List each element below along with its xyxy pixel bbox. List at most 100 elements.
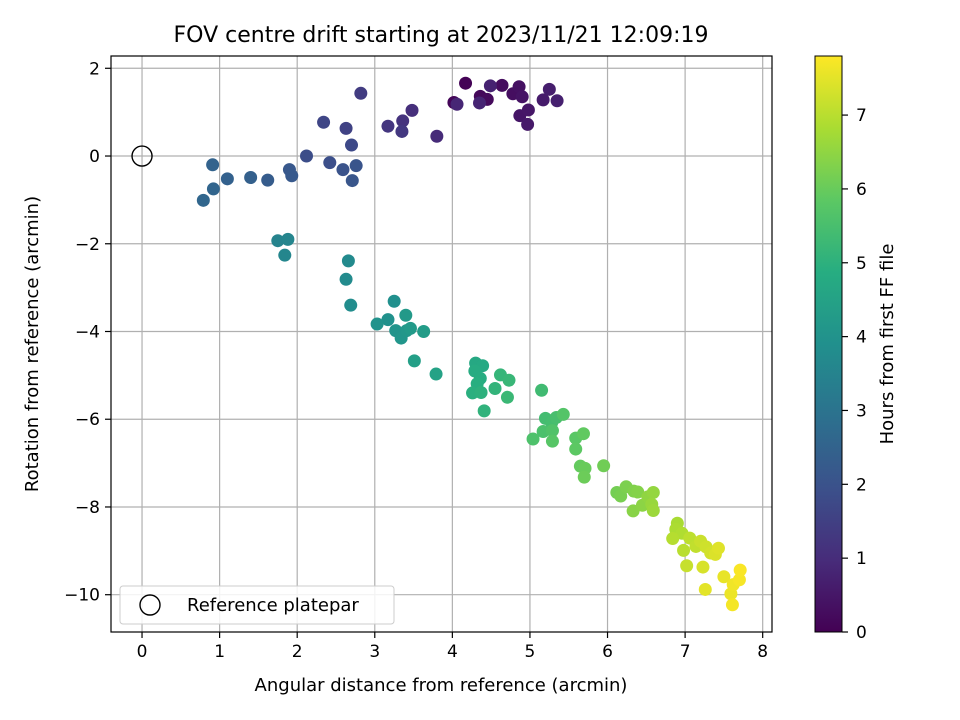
- data-point: [381, 313, 395, 327]
- data-point: [317, 115, 331, 129]
- legend-reference-marker: [139, 594, 161, 616]
- grid: [111, 56, 772, 632]
- x-tick-label: 3: [369, 642, 380, 662]
- data-point: [341, 254, 355, 268]
- data-point: [344, 298, 358, 312]
- x-tick-label: 0: [137, 642, 148, 662]
- x-tick-label: 2: [292, 642, 303, 662]
- data-point: [477, 404, 491, 418]
- data-point: [450, 97, 464, 111]
- legend-reference-label: Reference platepar: [187, 595, 359, 616]
- data-point: [244, 171, 258, 185]
- data-point: [403, 321, 417, 335]
- y-tick-label: −2: [75, 235, 100, 255]
- data-point: [732, 573, 746, 587]
- y-tick-label: −6: [75, 410, 100, 430]
- x-tick-label: 8: [757, 642, 768, 662]
- data-point: [281, 232, 295, 246]
- colorbar-ticks: 0 1 2 3 4 5 6 7: [842, 106, 867, 643]
- data-point: [545, 424, 559, 438]
- data-point: [550, 94, 564, 108]
- colorbar-tick-label: 7: [856, 106, 867, 126]
- data-point: [405, 103, 419, 117]
- data-points: [131, 76, 747, 612]
- plot-frame: [110, 55, 773, 633]
- data-point: [300, 149, 314, 163]
- y-tick-label: −4: [75, 322, 100, 342]
- legend-box: [119, 585, 395, 625]
- axis-ticks: 0 1 2 3 4 5 6 7 8 2 0 −2 −4 −6 −8 −10: [64, 59, 768, 662]
- data-point: [646, 485, 660, 499]
- data-point: [407, 354, 421, 368]
- colorbar-tick-label: 4: [856, 328, 867, 348]
- data-point: [381, 119, 395, 133]
- data-point: [535, 383, 549, 397]
- x-tick-label: 1: [214, 642, 225, 662]
- data-point: [278, 248, 292, 262]
- reference-marker: [131, 145, 153, 167]
- data-point: [597, 459, 611, 473]
- x-axis-title: Angular distance from reference (arcmin): [255, 675, 628, 696]
- data-point: [556, 407, 570, 421]
- data-point: [717, 570, 731, 584]
- data-point: [512, 80, 526, 94]
- data-point: [271, 234, 285, 248]
- data-point: [526, 432, 540, 446]
- data-point: [345, 138, 359, 152]
- y-tick-label: 0: [89, 147, 100, 167]
- colorbar-tick-label: 0: [856, 623, 867, 643]
- data-point: [339, 121, 353, 135]
- colorbar-gradient: [814, 55, 843, 633]
- data-point: [733, 563, 747, 577]
- data-point: [626, 504, 640, 518]
- colorbar-tick-label: 6: [856, 180, 867, 200]
- data-point: [387, 294, 401, 308]
- data-point: [536, 93, 550, 107]
- x-tick-label: 4: [447, 642, 458, 662]
- data-point: [576, 427, 590, 441]
- colorbar-tick-label: 3: [856, 401, 867, 421]
- data-point: [323, 156, 337, 170]
- data-point: [495, 78, 509, 92]
- data-point: [502, 373, 516, 387]
- data-point: [206, 182, 220, 196]
- data-point: [473, 96, 487, 110]
- data-point: [345, 174, 359, 188]
- data-point: [396, 114, 410, 128]
- x-tick-label: 5: [525, 642, 536, 662]
- data-point: [536, 425, 550, 439]
- data-point: [285, 169, 299, 183]
- data-point: [500, 390, 514, 404]
- y-tick-label: −8: [75, 498, 100, 518]
- data-point: [354, 86, 368, 100]
- data-point: [569, 442, 583, 456]
- data-point: [349, 159, 363, 173]
- data-point: [417, 324, 431, 338]
- data-point: [488, 382, 502, 396]
- data-point: [542, 82, 556, 96]
- colorbar-tick-label: 1: [856, 549, 867, 569]
- x-tick-label: 6: [602, 642, 613, 662]
- data-point: [577, 470, 591, 484]
- data-point: [677, 543, 691, 557]
- data-point: [261, 173, 275, 187]
- data-point: [696, 560, 710, 574]
- data-point: [698, 582, 712, 596]
- data-point: [220, 172, 234, 186]
- data-point: [680, 559, 694, 573]
- y-tick-label: 2: [89, 59, 100, 79]
- colorbar-tick-label: 2: [856, 475, 867, 495]
- data-point: [521, 117, 535, 131]
- data-point: [646, 503, 660, 517]
- data-point: [429, 367, 443, 381]
- data-point: [545, 434, 559, 448]
- data-point: [370, 317, 384, 331]
- x-tick-label: 7: [680, 642, 691, 662]
- data-point: [515, 90, 529, 104]
- data-point: [711, 541, 725, 555]
- chart-title: FOV centre drift starting at 2023/11/21 …: [174, 23, 709, 48]
- colorbar-title: Hours from first FF file: [877, 244, 898, 445]
- data-point: [483, 79, 497, 93]
- data-point: [666, 532, 680, 546]
